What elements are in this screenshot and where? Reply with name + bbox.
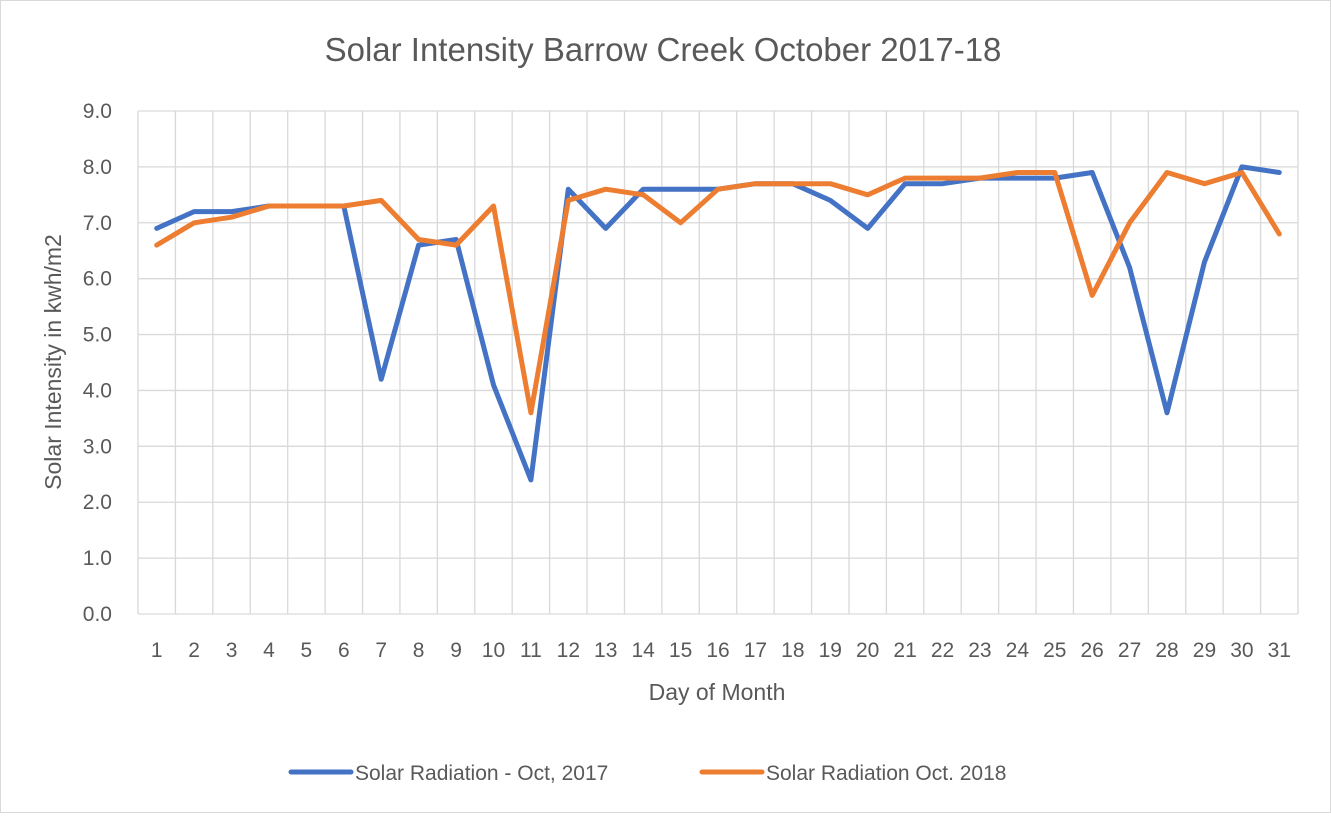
y-tick-label: 8.0 [83, 156, 112, 179]
y-tick-label: 1.0 [83, 547, 112, 570]
x-tick-label: 9 [450, 639, 462, 662]
y-axis-label: Solar Intensity in kwh/m2 [40, 234, 66, 490]
x-tick-label: 5 [301, 639, 313, 662]
series-lines [154, 164, 1282, 483]
y-tick-label: 9.0 [83, 100, 112, 123]
x-tick-label: 30 [1230, 639, 1253, 662]
x-tick-label: 10 [482, 639, 505, 662]
x-tick-label: 26 [1081, 639, 1104, 662]
series-line-2 [154, 170, 1282, 416]
legend-label-2: Solar Radiation Oct. 2018 [766, 762, 1006, 785]
y-tick-label: 0.0 [83, 603, 112, 626]
x-tick-label: 29 [1193, 639, 1216, 662]
x-tick-label: 18 [781, 639, 804, 662]
chart-title: Solar Intensity Barrow Creek October 201… [325, 31, 1002, 68]
y-tick-label: 7.0 [83, 212, 112, 235]
x-tick-label: 19 [819, 639, 842, 662]
x-tick-label: 25 [1043, 639, 1066, 662]
x-tick-label: 21 [893, 639, 916, 662]
legend: Solar Radiation - Oct, 2017 Solar Radiati… [288, 762, 1006, 785]
x-tick-label: 8 [413, 639, 425, 662]
x-tick-label: 13 [594, 639, 617, 662]
x-tick-label: 12 [557, 639, 580, 662]
x-tick-label: 22 [931, 639, 954, 662]
x-tick-label: 11 [520, 639, 542, 662]
gridlines [137, 110, 1299, 615]
x-tick-label: 15 [669, 639, 692, 662]
x-tick-label: 1 [151, 639, 163, 662]
x-tick-label: 20 [856, 639, 879, 662]
x-tick-label: 31 [1268, 639, 1291, 662]
x-tick-label: 4 [263, 639, 275, 662]
x-tick-label: 2 [188, 639, 200, 662]
legend-label-1: Solar Radiation - Oct, 2017 [355, 762, 608, 785]
x-axis-ticks: 1 2 3 4 5 6 7 8 9 10 11 12 13 14 15 16 17 18 19 20 21 22 23 24 2… [151, 639, 1291, 662]
x-tick-label: 14 [631, 639, 655, 662]
y-tick-label: 4.0 [83, 379, 112, 402]
x-tick-label: 24 [1006, 639, 1030, 662]
x-tick-label: 3 [226, 639, 238, 662]
x-tick-label: 27 [1118, 639, 1141, 662]
y-tick-label: 2.0 [83, 491, 112, 514]
x-tick-label: 17 [744, 639, 767, 662]
x-tick-label: 28 [1155, 639, 1178, 662]
y-tick-label: 3.0 [83, 435, 112, 458]
x-axis-label: Day of Month [649, 679, 786, 705]
x-tick-label: 6 [338, 639, 350, 662]
y-tick-label: 5.0 [83, 324, 112, 347]
x-tick-label: 16 [706, 639, 729, 662]
y-tick-label: 6.0 [83, 268, 112, 291]
x-tick-label: 7 [375, 639, 387, 662]
y-axis-ticks: 0.0 1.0 2.0 3.0 4.0 5.0 6.0 7.0 8.0 9.0 [83, 100, 112, 626]
x-tick-label: 23 [968, 639, 991, 662]
